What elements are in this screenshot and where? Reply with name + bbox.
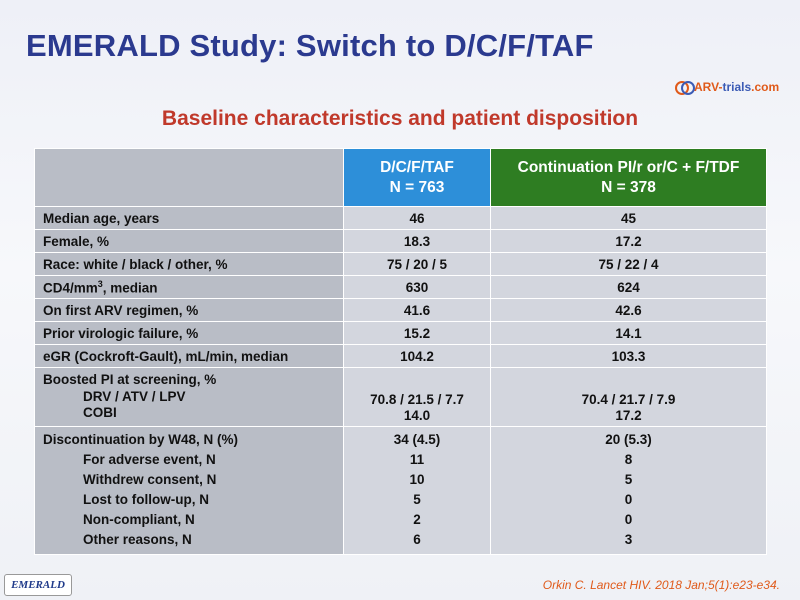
table-row: On first ARV regimen, % 41.6 42.6 — [34, 298, 767, 322]
emerald-badge: EMERALD — [4, 574, 72, 596]
cell-dcftaf: 104.2 — [343, 344, 491, 368]
slide-title: EMERALD Study: Switch to D/C/F/TAF — [26, 28, 594, 63]
cell-dcftaf: 75 / 20 / 5 — [343, 252, 491, 276]
table-row-boosted-pi: Boosted PI at screening, % DRV / ATV / L… — [34, 367, 767, 427]
row-label: Prior virologic failure, % — [34, 321, 344, 345]
row-label: eGR (Cockroft-Gault), mL/min, median — [34, 344, 344, 368]
cell-continuation: 45 — [490, 206, 767, 230]
cell-continuation: 70.4 / 21.7 / 7.9 17.2 — [490, 367, 767, 427]
cell-continuation: 14.1 — [490, 321, 767, 345]
row-label: Discontinuation by W48, N (%) For advers… — [34, 426, 344, 555]
logo-circles-icon — [675, 81, 695, 95]
cell-dcftaf: 46 — [343, 206, 491, 230]
cell-continuation: 20 (5.3) 8 5 0 0 3 — [490, 426, 767, 555]
table-row: Female, % 18.3 17.2 — [34, 229, 767, 253]
table-row: Prior virologic failure, % 15.2 14.1 — [34, 321, 767, 345]
cell-continuation: 103.3 — [490, 344, 767, 368]
citation: Orkin C. Lancet HIV. 2018 Jan;5(1):e23-e… — [542, 578, 780, 592]
cell-continuation: 42.6 — [490, 298, 767, 322]
table-row: Median age, years 46 45 — [34, 206, 767, 230]
table-header-row: D/C/F/TAF N = 763 Continuation PI/r or/C … — [34, 148, 767, 207]
row-label: On first ARV regimen, % — [34, 298, 344, 322]
cell-continuation: 17.2 — [490, 229, 767, 253]
cell-dcftaf: 34 (4.5) 11 10 5 2 6 — [343, 426, 491, 555]
row-label: Female, % — [34, 229, 344, 253]
row-label: CD4/mm3, median — [34, 275, 344, 299]
header-empty-cell — [34, 148, 344, 207]
table-row-discontinuation: Discontinuation by W48, N (%) For advers… — [34, 426, 767, 555]
row-label: Race: white / black / other, % — [34, 252, 344, 276]
cell-continuation: 624 — [490, 275, 767, 299]
header-continuation: Continuation PI/r or/C + F/TDF N = 378 — [490, 148, 767, 207]
row-label: Median age, years — [34, 206, 344, 230]
logo-text: ARV-trials.com — [694, 80, 780, 94]
baseline-table: D/C/F/TAF N = 763 Continuation PI/r or/C … — [34, 148, 767, 555]
cell-continuation: 75 / 22 / 4 — [490, 252, 767, 276]
arv-trials-logo: ARV-trials.com — [675, 80, 780, 95]
cell-dcftaf: 41.6 — [343, 298, 491, 322]
header-dcftaf: D/C/F/TAF N = 763 — [343, 148, 491, 207]
cell-dcftaf: 18.3 — [343, 229, 491, 253]
cell-dcftaf: 15.2 — [343, 321, 491, 345]
row-label: Boosted PI at screening, % DRV / ATV / L… — [34, 367, 344, 427]
slide-subtitle: Baseline characteristics and patient dis… — [161, 107, 639, 130]
table-row: eGR (Cockroft-Gault), mL/min, median 104… — [34, 344, 767, 368]
cell-dcftaf: 630 — [343, 275, 491, 299]
table-row: Race: white / black / other, % 75 / 20 /… — [34, 252, 767, 276]
cell-dcftaf: 70.8 / 21.5 / 7.7 14.0 — [343, 367, 491, 427]
table-row: CD4/mm3, median 630 624 — [34, 275, 767, 299]
